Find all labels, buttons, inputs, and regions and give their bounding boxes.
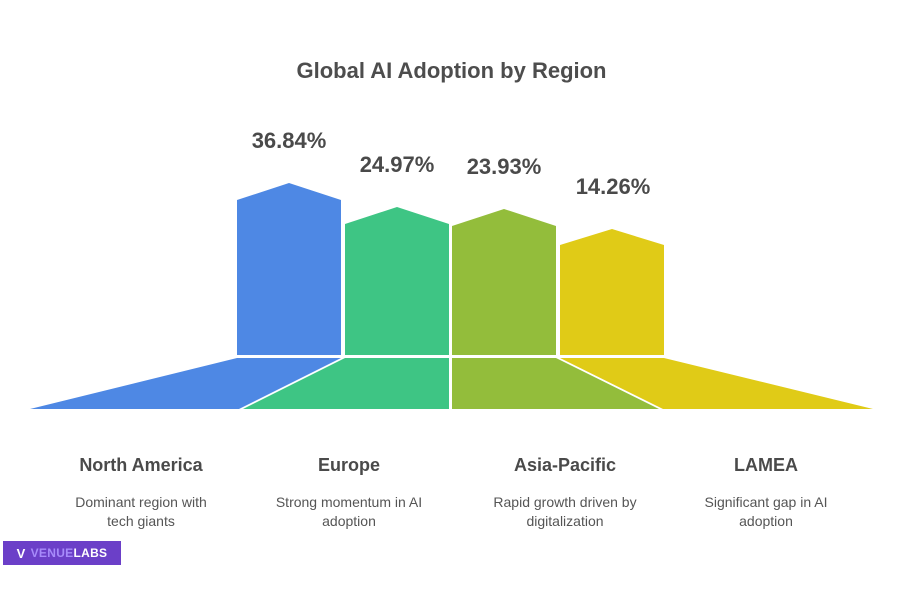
region-description: Rapid growth driven by digitalization <box>465 493 665 531</box>
base-lamea <box>560 358 873 409</box>
base-europe <box>243 358 449 409</box>
region-desc-line: Rapid growth driven by <box>493 494 637 510</box>
bar-lamea <box>560 229 664 355</box>
base-asia-pacific <box>452 358 659 409</box>
region-name: LAMEA <box>734 455 798 475</box>
region-europe: Europe Strong momentum in AI adoption <box>249 455 449 531</box>
region-desc-line: tech giants <box>107 513 175 529</box>
logo-text-labs: LABS <box>73 546 108 560</box>
venuelabs-logo: V VENUE LABS <box>3 541 121 565</box>
region-desc-line: adoption <box>322 513 376 529</box>
chart-title: Global AI Adoption by Region <box>296 58 607 83</box>
region-description: Strong momentum in AI adoption <box>249 493 449 531</box>
region-description: Significant gap in AI adoption <box>666 493 866 531</box>
logo-text-venue: VENUE <box>30 546 74 560</box>
region-desc-line: Significant gap in AI <box>704 494 828 510</box>
bar-asia-pacific <box>452 209 556 355</box>
region-desc-line: Dominant region with <box>75 494 207 510</box>
value-label-europe: 24.97% <box>359 152 435 177</box>
region-name: North America <box>79 455 203 475</box>
region-name: Europe <box>317 455 380 475</box>
region-desc-line: adoption <box>739 513 793 529</box>
region-name: Asia-Pacific <box>513 455 617 475</box>
region-desc-line: Strong momentum in AI <box>275 494 423 510</box>
value-label-lamea: 14.26% <box>575 174 651 199</box>
logo-v-icon: V <box>16 545 26 561</box>
bar-north-america <box>237 183 341 355</box>
region-description: Dominant region with tech giants <box>41 493 241 531</box>
region-lamea: LAMEA Significant gap in AI adoption <box>666 455 866 531</box>
bar-europe <box>345 207 449 355</box>
region-desc-line: digitalization <box>526 513 604 529</box>
region-north-america: North America Dominant region with tech … <box>41 455 241 531</box>
value-label-north-america: 36.84% <box>251 128 327 153</box>
region-asia-pacific: Asia-Pacific Rapid growth driven by digi… <box>465 455 665 531</box>
base-north-america <box>30 358 341 409</box>
value-label-asia-pacific: 23.93% <box>466 154 542 179</box>
